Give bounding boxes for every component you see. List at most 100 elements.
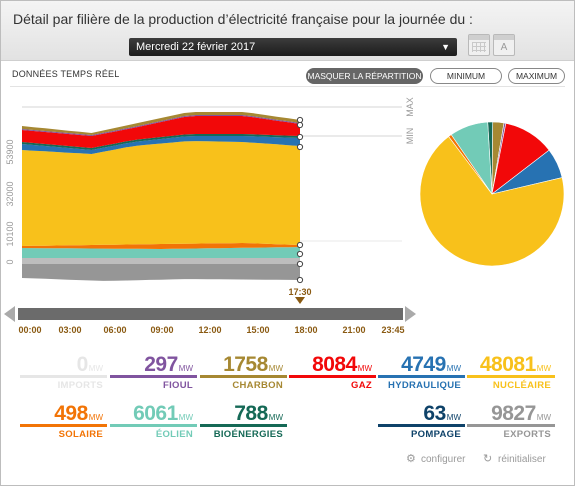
source-color-bar (110, 424, 197, 427)
reset-link[interactable]: ↻ réinitialiser (483, 452, 546, 465)
y-tick-label: 53900 (5, 139, 15, 164)
source-label: EXPORTS (503, 429, 551, 440)
max-ref-label: MAX (405, 97, 415, 117)
x-tick-label: 21:00 (342, 325, 365, 335)
refresh-icon: ↻ (483, 453, 493, 465)
source-value: 48081 (479, 353, 536, 376)
distribution-pie-chart (419, 121, 565, 267)
source-card-pompage[interactable]: 63MW POMPAGE (378, 402, 465, 444)
source-value: 788 (234, 402, 268, 425)
pie-slice-eolien (450, 121, 493, 196)
source-card-eolien[interactable]: 6061MW ÉOLIEN (110, 402, 197, 444)
source-card-charbon[interactable]: 1758MW CHARBON (200, 353, 287, 395)
y-axis-labels: 0 10100 32000 53900 MAX MIN (5, 97, 415, 264)
realtime-label: DONNÉES TEMPS RÉEL (12, 69, 120, 79)
source-unit: MW (536, 364, 551, 373)
source-unit: MW (88, 413, 103, 422)
x-tick-label: 06:00 (103, 325, 126, 335)
area-series-group (22, 112, 300, 281)
source-value-line: 63MW (423, 402, 461, 426)
cursor-point (296, 121, 304, 129)
calendar-a-icon[interactable]: A (493, 34, 515, 56)
gear-icon: ⚙ (406, 453, 416, 465)
source-color-bar (200, 424, 287, 427)
cursor-point (296, 260, 304, 268)
source-label: SOLAIRE (58, 429, 103, 440)
cursor-point (296, 276, 304, 284)
source-color-bar (467, 424, 555, 427)
source-unit: MW (446, 364, 461, 373)
source-unit: MW (178, 364, 193, 373)
source-value: 0 (76, 353, 89, 376)
area-eolien (22, 247, 300, 258)
pie-slices (419, 121, 565, 267)
source-card-solaire[interactable]: 498MW SOLAIRE (20, 402, 107, 444)
area-bioenergies (22, 134, 300, 150)
source-color-bar (20, 424, 107, 427)
cursor-point (296, 143, 304, 151)
maximum-button[interactable]: MAXIMUM (508, 68, 565, 84)
timeline-track[interactable] (18, 308, 403, 320)
timeline-slider[interactable]: 17:30 00:00 03:00 06:00 09:00 12:00 15:00 18:0… (0, 284, 420, 336)
source-color-bar (20, 375, 107, 378)
source-card-nucleaire[interactable]: 48081MW NUCLÉAIRE (467, 353, 555, 395)
source-color-bar (200, 375, 287, 378)
timeline-left-arrow-icon[interactable] (4, 306, 15, 322)
source-value-line: 498MW (54, 402, 103, 426)
date-select[interactable]: Mercredi 22 février 2017 ▼ (129, 38, 457, 56)
source-value: 297 (144, 353, 178, 376)
cursor-point (296, 116, 304, 124)
source-value-line: 1758MW (223, 353, 283, 377)
divider (10, 86, 565, 87)
source-value: 1758 (223, 353, 268, 376)
source-unit: MW (268, 413, 283, 422)
y-tick-label: 10100 (5, 221, 15, 246)
source-label: NUCLÉAIRE (492, 380, 551, 391)
cursor-point (296, 250, 304, 258)
source-color-bar (110, 375, 197, 378)
pie-slice-nucleaire (419, 136, 565, 267)
y-tick-label: 32000 (5, 181, 15, 206)
source-unit: MW (268, 364, 283, 373)
source-card-exports[interactable]: 9827MW EXPORTS (467, 402, 555, 444)
configure-link[interactable]: ⚙ configurer (406, 452, 465, 465)
mask-distribution-button[interactable]: MASQUER LA RÉPARTITION (306, 68, 423, 84)
source-color-bar (378, 424, 465, 427)
minimum-button[interactable]: MINIMUM (430, 68, 502, 84)
production-area-chart: 0 10100 32000 53900 MAX MIN (5, 97, 415, 284)
calendar-icon[interactable] (468, 34, 490, 56)
configure-label: configurer (421, 454, 466, 465)
header-bar: Détail par filière de la production d’él… (1, 1, 574, 61)
timeline-right-arrow-icon[interactable] (405, 306, 416, 322)
source-label: ÉOLIEN (155, 429, 193, 440)
source-label: FIOUL (163, 380, 193, 391)
source-unit: MW (446, 413, 461, 422)
source-card-hydraulique[interactable]: 4749MW HYDRAULIQUE (378, 353, 465, 395)
source-color-bar (467, 375, 555, 378)
x-tick-label: 03:00 (58, 325, 81, 335)
source-label: CHARBON (232, 380, 283, 391)
source-label: GAZ (351, 380, 372, 391)
source-value-line: 6061MW (133, 402, 193, 426)
x-tick-label: 15:00 (246, 325, 269, 335)
source-unit: MW (536, 413, 551, 422)
cursor-marker-icon[interactable] (295, 297, 305, 304)
x-tick-label: 00:00 (18, 325, 41, 335)
source-color-bar (289, 375, 376, 378)
source-card-gaz[interactable]: 8084MW GAZ (289, 353, 376, 395)
source-value-line: 48081MW (480, 353, 551, 377)
source-value-line: 788MW (234, 402, 283, 426)
source-value: 8084 (312, 353, 357, 376)
x-tick-labels: 00:00 03:00 06:00 09:00 12:00 15:00 18:00 21:00… (18, 325, 404, 335)
source-card-bioenergies[interactable]: 788MW BIOÉNERGIES (200, 402, 287, 444)
source-unit: MW (178, 413, 193, 422)
date-select-value: Mercredi 22 février 2017 (136, 41, 256, 53)
source-card-fioul[interactable]: 297MW FIOUL (110, 353, 197, 395)
area-pompage (22, 258, 300, 264)
source-card-imports[interactable]: 0MW IMPORTS (20, 353, 107, 395)
source-value-line: 0MW (77, 353, 103, 377)
source-unit: MW (88, 364, 103, 373)
cursor-markers (296, 116, 304, 284)
x-tick-label: 18:00 (294, 325, 317, 335)
source-value: 6061 (133, 402, 178, 425)
